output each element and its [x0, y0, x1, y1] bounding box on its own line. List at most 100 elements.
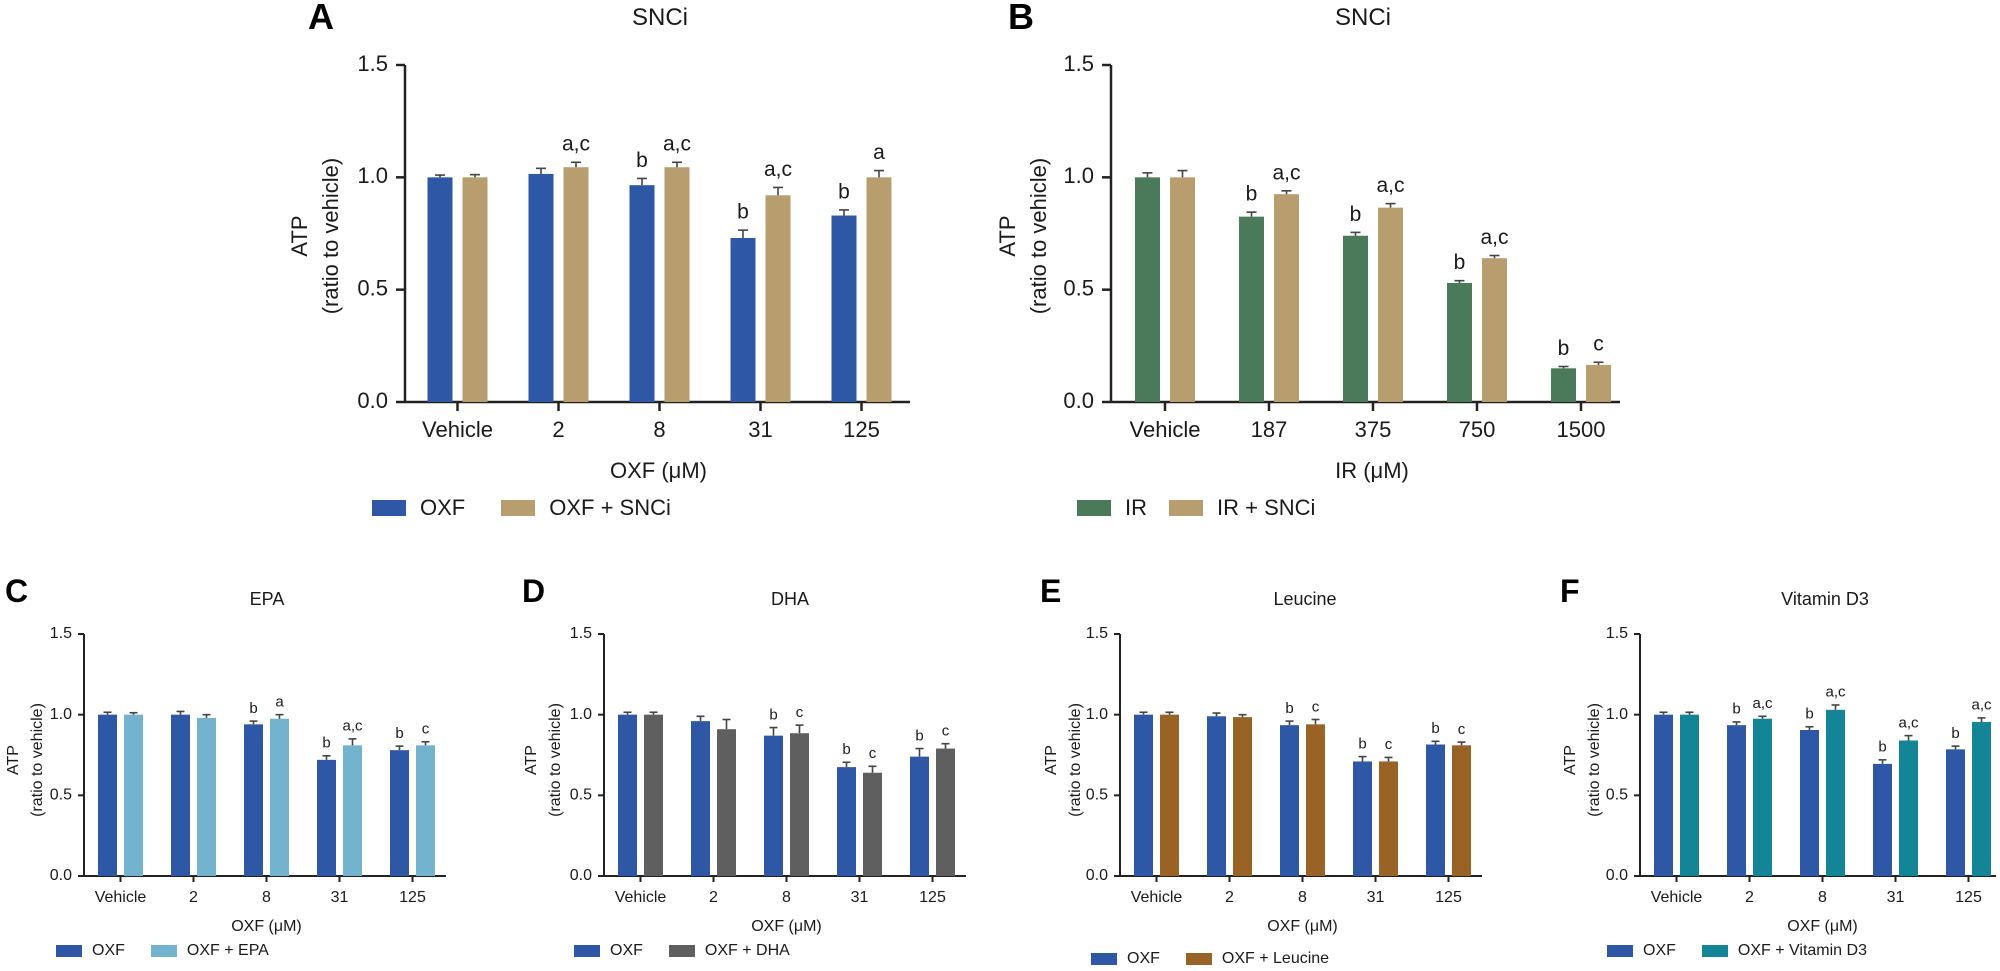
legend-swatch-snci: [501, 500, 536, 516]
panel-letter: F: [1560, 573, 1580, 609]
legend-label: OXF + DHA: [704, 942, 790, 959]
x-tick-label: Vehicle: [615, 889, 667, 906]
bar: [1972, 721, 1991, 876]
significance-label: a,c: [1898, 714, 1919, 731]
bar: [644, 714, 663, 876]
x-tick-label: 125: [399, 889, 426, 906]
significance-label: c: [422, 721, 430, 738]
bar: [618, 714, 637, 876]
significance-label: b: [838, 180, 850, 203]
y-tick-label: 1.5: [357, 51, 388, 76]
bar: [1134, 714, 1153, 876]
bar: [1447, 282, 1472, 402]
x-tick-label: 8: [1818, 889, 1827, 906]
y-axis-label: ATP: [523, 745, 540, 775]
y-tick-label: 0.0: [50, 867, 72, 884]
x-tick-label: 125: [1435, 889, 1462, 906]
y-axis-label: ATP: [287, 215, 312, 256]
legend-label: OXF + EPA: [186, 942, 269, 959]
bar: [765, 195, 791, 402]
legend-item-oxf-leucine: OXF + Leucine: [1185, 950, 1329, 968]
legend-swatch-oxf: [372, 500, 406, 516]
bar: [1586, 364, 1611, 402]
y-axis-label-unit: (ratio to vehicle): [547, 703, 564, 817]
legend-swatch-oxf: [1607, 945, 1633, 957]
legend-item-oxf-epa: OXF + EPA: [150, 942, 269, 960]
significance-label: b: [1431, 720, 1439, 737]
bar: [197, 717, 216, 876]
significance-label: a,c: [1971, 697, 1992, 714]
significance-label: b: [1732, 701, 1740, 718]
bar: [462, 177, 488, 402]
significance-label: c: [796, 704, 804, 721]
legend-item-oxf: OXF: [1607, 942, 1676, 960]
y-tick-label: 1.0: [357, 163, 388, 188]
y-tick-label: 0.0: [570, 867, 592, 884]
bar: [427, 177, 453, 402]
y-tick-label: 1.0: [50, 706, 72, 723]
bar: [1343, 235, 1368, 402]
bar: [866, 177, 892, 402]
legend-swatch-snci: [1169, 500, 1203, 516]
bar: [1207, 716, 1226, 876]
bar: [1680, 714, 1699, 876]
significance-label: a: [873, 141, 885, 164]
y-axis-label-unit: (ratio to vehicle): [29, 703, 46, 817]
significance-label: a,c: [1752, 695, 1773, 712]
y-tick-label: 0.5: [570, 787, 592, 804]
bar: [1826, 709, 1845, 876]
panel-letter: E: [1040, 573, 1062, 609]
x-tick-label: 8: [782, 889, 791, 906]
significance-label: a,c: [1376, 174, 1404, 197]
bar: [863, 772, 882, 876]
bar: [1654, 714, 1673, 876]
bar: [1233, 717, 1252, 876]
bar: [1426, 744, 1445, 876]
significance-label: b: [1558, 337, 1570, 360]
chart-title: EPA: [249, 589, 285, 609]
bar: [1135, 177, 1160, 402]
bar: [1378, 207, 1403, 402]
y-tick-label: 1.0: [1063, 163, 1094, 188]
x-tick-label: 125: [843, 417, 880, 442]
x-tick-label: 8: [653, 417, 665, 442]
panel-letter: C: [5, 573, 29, 609]
bar: [936, 748, 955, 876]
legend-label: OXF + SNCi: [549, 495, 671, 520]
significance-label: b: [1285, 700, 1293, 717]
y-tick-label: 1.5: [1086, 625, 1108, 642]
bar: [1280, 725, 1299, 876]
x-tick-label: Vehicle: [1130, 417, 1201, 442]
legend-swatch-vitd3: [1701, 945, 1728, 957]
significance-label: a: [275, 693, 284, 710]
y-axis-label: ATP: [995, 215, 1020, 256]
x-tick-label: 8: [1298, 889, 1307, 906]
significance-label: a,c: [1480, 226, 1508, 249]
legend-item-oxf: OXF: [372, 495, 465, 521]
significance-label: c: [869, 745, 877, 762]
significance-label: b: [1246, 183, 1258, 206]
bar: [717, 729, 736, 876]
legend-item-oxf: OXF: [1091, 950, 1160, 968]
bar: [1239, 216, 1264, 402]
y-tick-label: 0.0: [1606, 867, 1628, 884]
legend-swatch-oxf: [574, 945, 600, 957]
bar: [343, 745, 362, 876]
bar: [1899, 740, 1918, 876]
bar: [691, 721, 710, 876]
x-axis-label: OXF (μM): [231, 918, 302, 935]
bar: [1160, 714, 1179, 876]
legend-swatch-dha: [668, 945, 695, 957]
chart-title: Vitamin D3: [1781, 589, 1869, 609]
x-tick-label: Vehicle: [1131, 889, 1183, 906]
bar: [910, 756, 929, 876]
bar: [1551, 368, 1576, 402]
bar: [1727, 725, 1746, 876]
x-tick-label: Vehicle: [422, 417, 493, 442]
bar: [1452, 745, 1471, 876]
